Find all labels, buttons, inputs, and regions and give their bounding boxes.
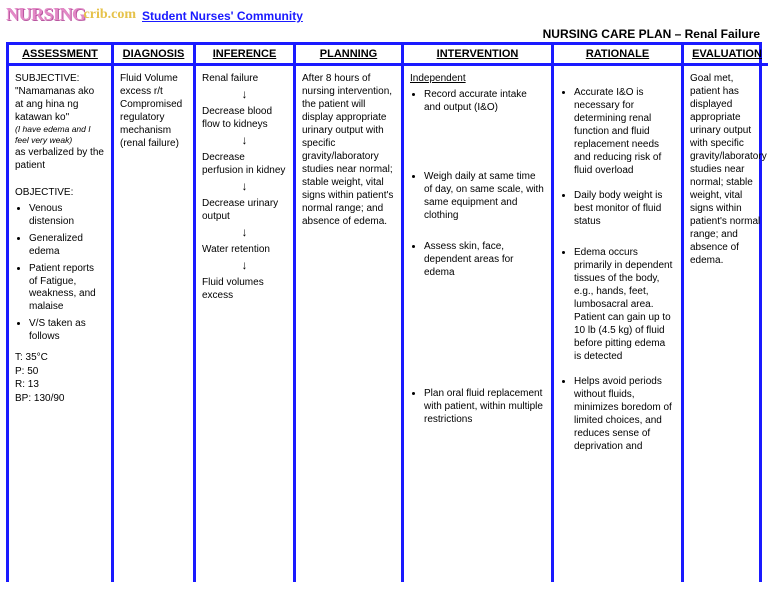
list-item: Patient reports of Fatigue, weakness, an… [29,263,105,313]
flow-step: Renal failure [202,72,287,85]
arrow-down-icon: ↓ [202,226,287,238]
list-item: Accurate I&O is necessary for determinin… [574,86,675,177]
list-item: Record accurate intake and output (I&O) [424,88,545,114]
arrow-down-icon: ↓ [202,88,287,100]
col-assessment: ASSESSMENT SUBJECTIVE: "Namamanas ako at… [9,45,114,582]
list-item: Weigh daily at same time of day, on same… [424,170,545,222]
arrow-down-icon: ↓ [202,259,287,271]
top-bar: NURSING crib.com Student Nurses' Communi… [6,4,762,25]
community-link[interactable]: Student Nurses' Community [142,9,303,23]
list-item: V/S taken as follows [29,318,105,343]
objective-label: OBJECTIVE: [15,186,105,199]
objective-list: Venous distension Generalized edema Pati… [15,203,105,343]
intervention-list: Record accurate intake and output (I&O) … [410,88,545,426]
list-item: Venous distension [29,203,105,228]
col-header-evaluation: EVALUATION [684,45,768,66]
col-header-diagnosis: DIAGNOSIS [114,45,193,66]
list-item: Daily body weight is best monitor of flu… [574,189,675,228]
col-body-planning: After 8 hours of nursing intervention, t… [296,66,401,582]
col-header-inference: INFERENCE [196,45,293,66]
flow-step: Water retention [202,243,287,256]
list-item: Helps avoid periods without fluids, mini… [574,375,675,453]
col-body-diagnosis: Fluid Volume excess r/t Compromised regu… [114,66,193,582]
col-body-assessment: SUBJECTIVE: "Namamanas ako at ang hina n… [9,66,111,582]
arrow-down-icon: ↓ [202,134,287,146]
col-header-rationale: RATIONALE [554,45,681,66]
subjective-label: SUBJECTIVE: [15,72,105,85]
subjective-translation: (I have edema and I feel very weak) [15,124,105,146]
list-item: Edema occurs primarily in dependent tiss… [574,246,675,363]
list-item: Assess skin, face, dependent areas for e… [424,240,545,279]
logo-crib-text: crib.com [84,7,136,23]
col-evaluation: EVALUATION Goal met, patient has display… [684,45,768,582]
care-plan-grid: ASSESSMENT SUBJECTIVE: "Namamanas ako at… [6,42,762,582]
flow-step: Decrease perfusion in kidney [202,151,287,177]
verbalized-text: as verbalized by the patient [15,146,105,172]
col-inference: INFERENCE Renal failure ↓ Decrease blood… [196,45,296,582]
vital-bp: BP: 130/90 [15,392,105,406]
list-item: Plan oral fluid replacement with patient… [424,387,545,426]
col-header-planning: PLANNING [296,45,401,66]
logo-nursing-text: NURSING [6,4,86,25]
plan-title: NURSING CARE PLAN – Renal Failure [6,27,762,41]
vital-r: R: 13 [15,378,105,392]
arrow-down-icon: ↓ [202,180,287,192]
vital-p: P: 50 [15,365,105,379]
col-rationale: RATIONALE Accurate I&O is necessary for … [554,45,684,582]
col-header-intervention: INTERVENTION [404,45,551,66]
subjective-quote: "Namamanas ako at ang hina ng katawan ko… [15,85,105,124]
rationale-list: Accurate I&O is necessary for determinin… [560,86,675,453]
col-intervention: INTERVENTION Independent Record accurate… [404,45,554,582]
col-body-intervention: Independent Record accurate intake and o… [404,66,551,582]
flow-step: Fluid volumes excess [202,276,287,302]
col-header-assessment: ASSESSMENT [9,45,111,66]
col-diagnosis: DIAGNOSIS Fluid Volume excess r/t Compro… [114,45,196,582]
vital-t: T: 35°C [15,351,105,365]
list-item: Generalized edema [29,233,105,258]
flow-step: Decrease urinary output [202,197,287,223]
col-body-evaluation: Goal met, patient has displayed appropri… [684,66,768,582]
col-body-inference: Renal failure ↓ Decrease blood flow to k… [196,66,293,582]
intervention-section-label: Independent [410,72,545,85]
flow-step: Decrease blood flow to kidneys [202,105,287,131]
vitals-block: T: 35°C P: 50 R: 13 BP: 130/90 [15,351,105,405]
logo: NURSING crib.com [6,4,136,25]
col-body-rationale: Accurate I&O is necessary for determinin… [554,66,681,582]
col-planning: PLANNING After 8 hours of nursing interv… [296,45,404,582]
